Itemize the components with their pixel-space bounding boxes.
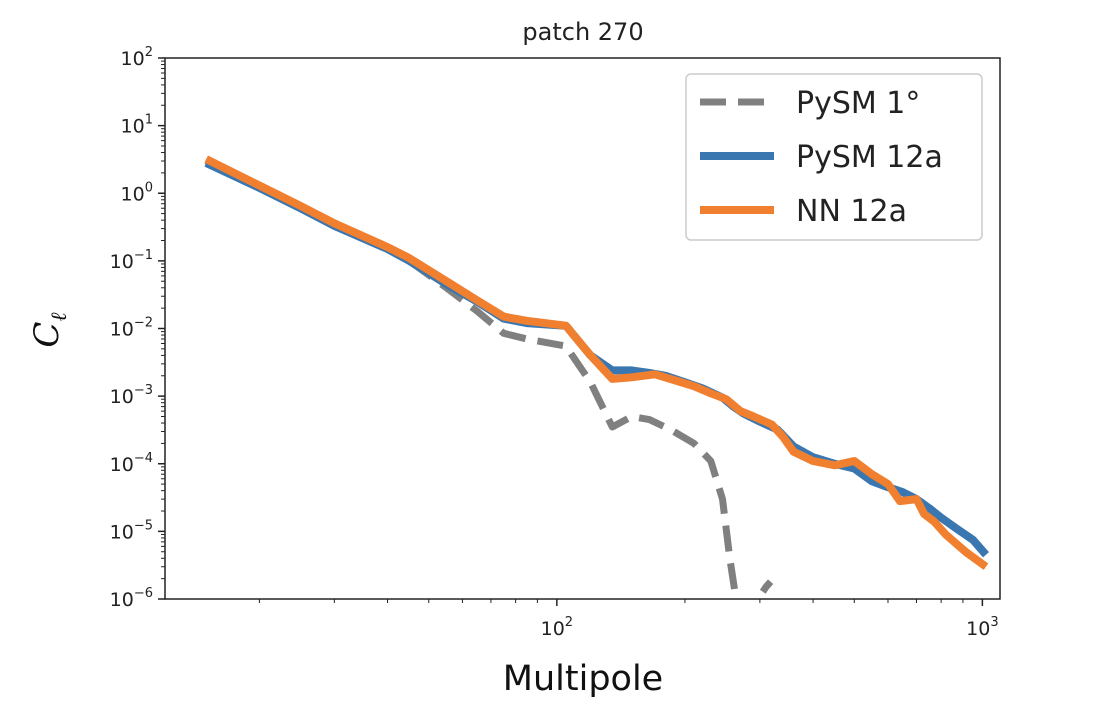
legend-label-1: PySM 12a	[796, 140, 943, 175]
series-line-2	[204, 155, 989, 570]
y-tick-label: 10−6	[110, 586, 153, 611]
y-tick-label: 102	[121, 45, 153, 70]
y-tick-label: 101	[121, 113, 153, 138]
y-axis-label-group: Cℓ	[27, 312, 72, 348]
y-tick-label: 10−1	[110, 248, 153, 273]
x-tick-label: 102	[541, 615, 573, 640]
series-layer	[204, 155, 990, 599]
legend-label-2: NN 12a	[796, 194, 907, 229]
chart-title: patch 270	[522, 18, 643, 46]
x-tick-label: 103	[966, 615, 998, 640]
legend: PySM 1° PySM 12a NN 12a	[685, 73, 983, 241]
y-tick-label: 10−5	[110, 518, 153, 543]
y-tick-label: 10−3	[110, 383, 153, 408]
x-axis: 102 103	[258, 599, 999, 640]
legend-label-0: PySM 1°	[796, 86, 920, 121]
x-axis-label: Multipole	[503, 659, 663, 699]
y-tick-label: 100	[121, 180, 153, 205]
y-tick-label: 10−4	[110, 451, 153, 476]
legend-box	[685, 73, 983, 241]
y-axis: 102 101 100 10−1 10−2 10−3 10−4 10−5 10−6	[110, 45, 165, 611]
y-tick-label: 10−2	[110, 316, 153, 341]
y-axis-label: Cℓ	[27, 312, 72, 348]
